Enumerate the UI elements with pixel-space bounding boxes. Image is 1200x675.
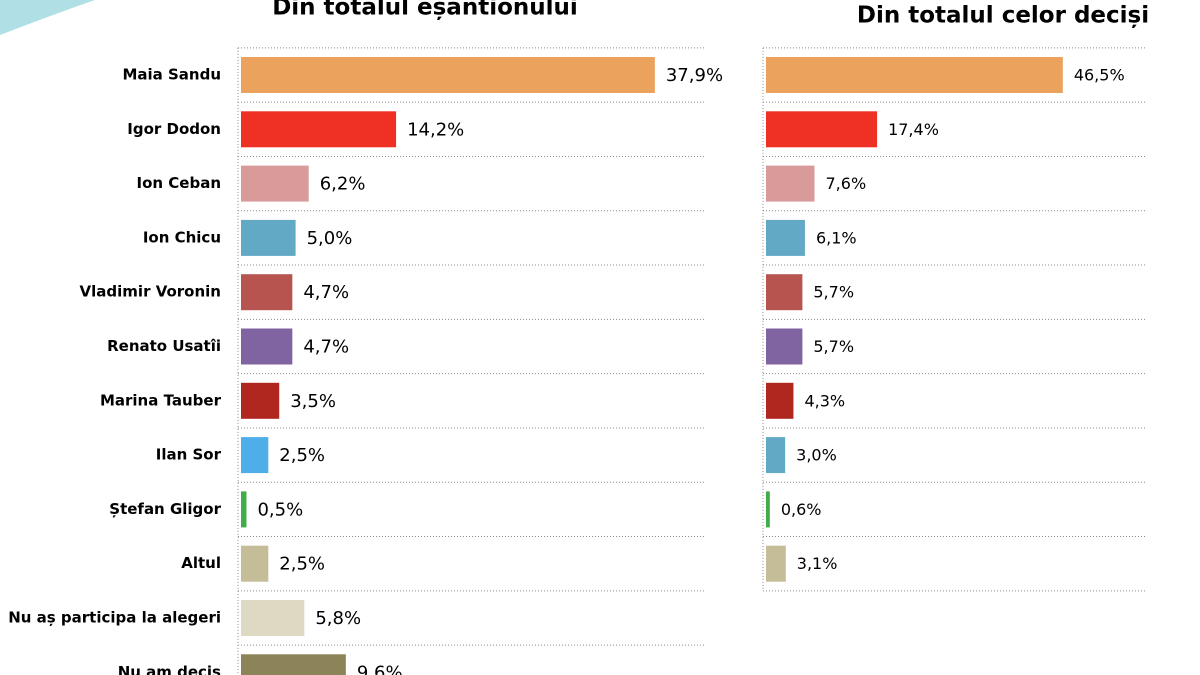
value-label: 0,6% [781, 500, 822, 519]
category-label: Renato Usatîi [107, 337, 221, 355]
bar [241, 219, 296, 256]
bar [766, 274, 803, 311]
bar [241, 491, 247, 528]
category-label: Nu am decis [118, 663, 221, 675]
value-label: 9,6% [357, 662, 403, 675]
bar [766, 111, 878, 148]
value-label: 5,7% [813, 337, 854, 356]
bar [241, 328, 293, 365]
category-label: Maia Sandu [122, 66, 221, 84]
bar [766, 219, 805, 256]
bar [766, 165, 815, 202]
bar [766, 328, 803, 365]
category-label: Ion Chicu [143, 228, 221, 246]
bar [241, 382, 280, 419]
bar [241, 274, 293, 311]
value-label: 2,5% [279, 445, 325, 466]
category-label: Altul [181, 554, 221, 572]
value-label: 3,1% [797, 554, 838, 573]
bar [766, 382, 794, 419]
bar [766, 437, 786, 474]
value-label: 14,2% [407, 119, 464, 140]
value-label: 37,9% [666, 65, 723, 86]
chart-title: Din totalul eșantionului [272, 0, 578, 21]
bar [241, 600, 305, 636]
value-label: 0,5% [257, 499, 303, 520]
value-label: 3,0% [796, 446, 837, 465]
value-label: 3,5% [290, 391, 336, 412]
bar [241, 545, 269, 582]
chart-title: Din totalul celor deciși [857, 3, 1149, 29]
value-label: 46,5% [1074, 66, 1125, 85]
value-label: 6,1% [816, 228, 857, 247]
category-label: Igor Dodon [127, 120, 221, 138]
value-label: 4,3% [804, 391, 845, 410]
value-label: 4,7% [303, 337, 349, 358]
bar [241, 57, 655, 93]
bar [241, 654, 346, 675]
category-label: Ilan Sor [156, 446, 222, 464]
decoration [0, 0, 95, 35]
bar [241, 165, 309, 202]
bar [241, 111, 397, 148]
value-label: 7,6% [826, 174, 867, 193]
bar [766, 491, 770, 528]
value-label: 5,0% [307, 228, 353, 249]
value-label: 6,2% [320, 174, 366, 195]
category-label: Ion Ceban [136, 174, 221, 192]
bar [241, 437, 269, 474]
bar [766, 545, 786, 582]
value-label: 4,7% [303, 282, 349, 303]
category-label: Nu aș participa la alegeri [8, 609, 221, 627]
category-label: Marina Tauber [100, 391, 222, 409]
value-label: 5,7% [813, 283, 854, 302]
category-label: Ștefan Gligor [109, 500, 221, 518]
category-label: Vladimir Voronin [80, 283, 221, 301]
value-label: 2,5% [279, 554, 325, 575]
value-label: 17,4% [888, 120, 939, 139]
bar [766, 57, 1063, 93]
value-label: 5,8% [315, 608, 361, 629]
